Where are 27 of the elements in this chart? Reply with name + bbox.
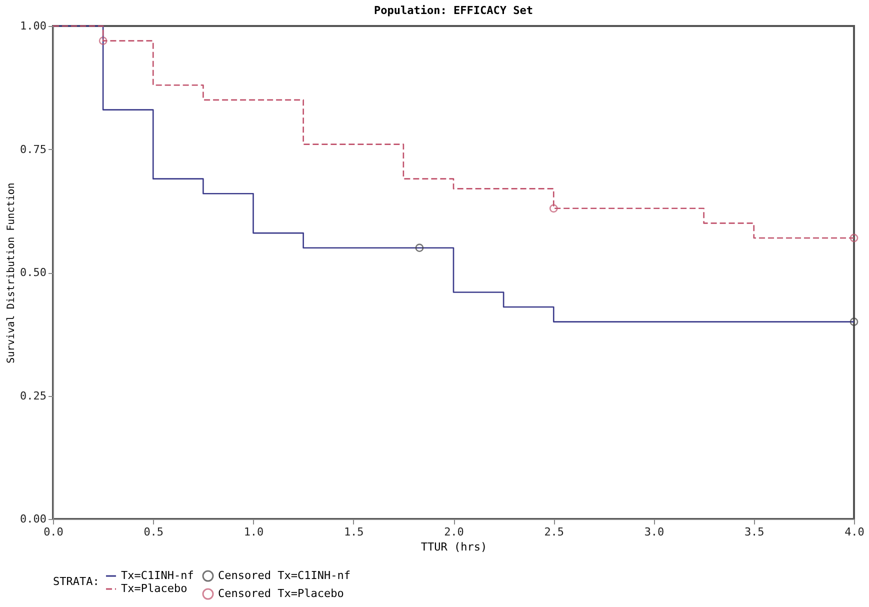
- legend-label: Censored Tx=Placebo: [218, 587, 344, 600]
- legend-title: STRATA:: [53, 575, 100, 588]
- point: [98, 36, 108, 45]
- x-tick-label: 2.0: [444, 526, 464, 538]
- y-tick-label: 0.25: [20, 389, 46, 402]
- point: [850, 318, 858, 326]
- x-tick-label: 0.0: [44, 526, 64, 538]
- point: [850, 234, 858, 242]
- legend-label: Censored Tx=C1INH-nf: [218, 569, 350, 582]
- x-tick-label: 3.5: [744, 526, 764, 538]
- x-tick-label: 0.5: [144, 526, 164, 538]
- x-axis-title: TTUR (hrs): [420, 540, 488, 554]
- x-tick-label: 4.0: [844, 526, 864, 538]
- legend-label: Tx=C1INH-nf: [121, 569, 194, 582]
- y-axis-title: Survival Distribution Function: [6, 182, 18, 364]
- x-tick-label: 3.0: [644, 526, 664, 538]
- point: [549, 204, 558, 213]
- y-tick-label: 0.00: [20, 512, 46, 526]
- y-tick-label: 1.00: [20, 20, 46, 32]
- chart-title: Population: EFFICACY Set: [374, 4, 533, 17]
- x-tick-label: 1.0: [244, 526, 264, 538]
- y-tick-label: 0.75: [20, 142, 46, 156]
- point: [415, 244, 424, 252]
- x-tick-label: 1.5: [344, 526, 364, 538]
- legend-label: Tx=Placebo: [121, 582, 188, 595]
- x-tick-label: 2.5: [544, 526, 564, 538]
- y-tick-label: 0.50: [20, 266, 46, 279]
